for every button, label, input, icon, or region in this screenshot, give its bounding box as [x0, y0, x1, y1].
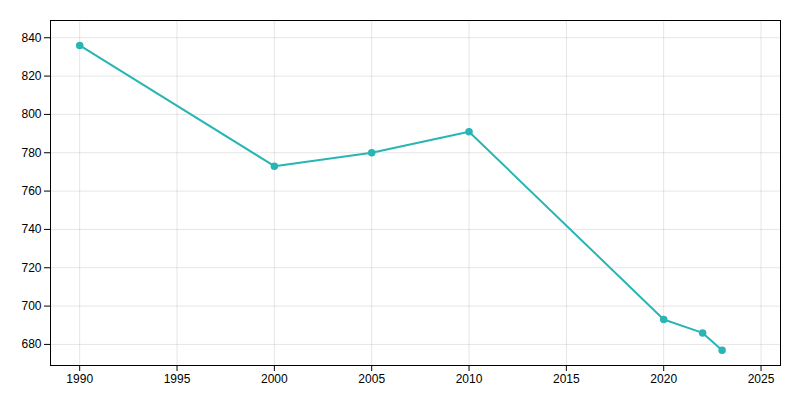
- svg-text:840: 840: [21, 31, 41, 45]
- svg-text:760: 760: [21, 184, 41, 198]
- svg-text:2010: 2010: [456, 372, 483, 386]
- svg-text:1990: 1990: [66, 372, 93, 386]
- svg-text:680: 680: [21, 337, 41, 351]
- svg-text:740: 740: [21, 222, 41, 236]
- svg-text:780: 780: [21, 146, 41, 160]
- svg-text:2025: 2025: [748, 372, 775, 386]
- svg-text:2005: 2005: [358, 372, 385, 386]
- svg-text:2015: 2015: [553, 372, 580, 386]
- svg-text:2000: 2000: [261, 372, 288, 386]
- svg-text:700: 700: [21, 299, 41, 313]
- svg-text:1995: 1995: [164, 372, 191, 386]
- svg-text:800: 800: [21, 107, 41, 121]
- svg-text:720: 720: [21, 261, 41, 275]
- svg-text:820: 820: [21, 69, 41, 83]
- svg-text:2020: 2020: [650, 372, 677, 386]
